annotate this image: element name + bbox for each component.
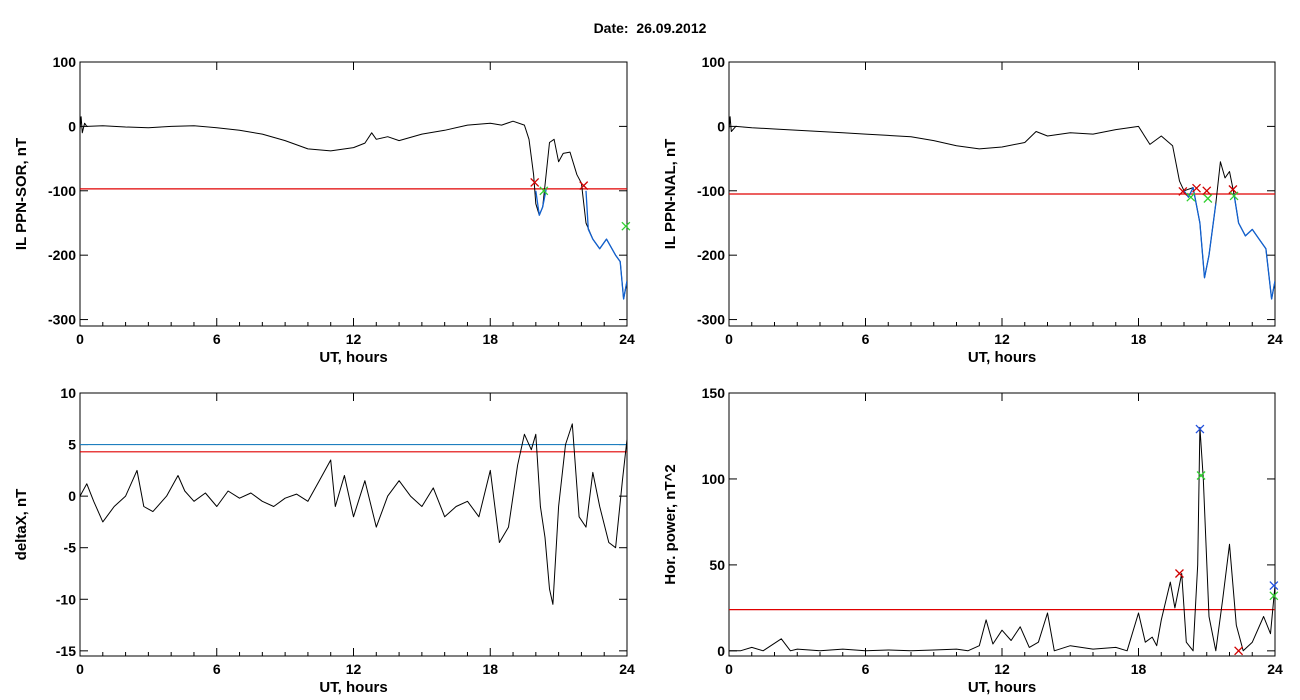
y-tick-label: 100 bbox=[702, 471, 726, 487]
x-tick-label: 6 bbox=[862, 661, 870, 677]
y-tick-label: 5 bbox=[68, 437, 76, 453]
y-tick-label: -300 bbox=[697, 312, 725, 328]
x-tick-label: 18 bbox=[1131, 331, 1147, 347]
data-trace bbox=[80, 116, 627, 300]
y-axis-label: IL PPN-NAL, nT bbox=[662, 139, 679, 250]
y-tick-label: -100 bbox=[48, 183, 76, 199]
event-marker bbox=[1234, 646, 1244, 656]
x-tick-label: 6 bbox=[862, 331, 870, 347]
event-marker bbox=[530, 177, 540, 187]
x-axis-label: UT, hours bbox=[319, 679, 387, 696]
plot-area bbox=[729, 116, 1275, 300]
event-marker bbox=[539, 186, 549, 196]
event-marker bbox=[1203, 194, 1213, 203]
y-tick-label: -10 bbox=[56, 591, 76, 607]
y-tick-label: -15 bbox=[56, 643, 76, 659]
date-title: Date: 26.09.2012 bbox=[593, 20, 707, 36]
x-tick-label: 18 bbox=[482, 661, 498, 677]
highlight-trace bbox=[1233, 193, 1275, 300]
x-tick-label: 24 bbox=[619, 661, 635, 677]
x-tick-label: 12 bbox=[346, 661, 362, 677]
data-trace bbox=[80, 423, 627, 605]
y-tick-label: 0 bbox=[717, 643, 725, 659]
event-marker bbox=[1196, 471, 1206, 480]
x-tick-label: 12 bbox=[994, 661, 1010, 677]
panel-hor-power: 0 6 12 18 24 150 100 50 0 UT, hours Hor. power, nT… bbox=[662, 385, 1283, 696]
x-tick-label: 0 bbox=[725, 331, 733, 347]
highlight-trace bbox=[1183, 186, 1217, 279]
event-marker bbox=[1269, 591, 1279, 601]
y-tick-label: -200 bbox=[697, 247, 725, 263]
y-tick-label: -200 bbox=[48, 247, 76, 263]
y-tick-label: 0 bbox=[68, 488, 76, 504]
y-axis-label: IL PPN-SOR, nT bbox=[13, 138, 30, 250]
y-axis-label: Hor. power, nT^2 bbox=[662, 464, 679, 584]
event-marker bbox=[1174, 569, 1184, 578]
event-marker bbox=[1178, 186, 1188, 196]
plot-area bbox=[80, 116, 627, 300]
y-tick-label: 0 bbox=[717, 118, 725, 134]
panel-il-sor: 0 6 12 18 24 100 0 -100 -200 -300 UT, hours IL PPN-… bbox=[13, 54, 635, 366]
plot-frame bbox=[728, 392, 1276, 657]
event-marker bbox=[1195, 424, 1205, 434]
y-tick-label: 100 bbox=[53, 54, 77, 70]
highlight-trace bbox=[535, 189, 547, 216]
x-tick-label: 6 bbox=[213, 331, 221, 347]
x-tick-label: 18 bbox=[1131, 661, 1147, 677]
event-marker bbox=[1186, 192, 1196, 202]
panel-il-nal: 0 6 12 18 24 100 0 -100 -200 -300 UT, hours IL PPN-… bbox=[662, 54, 1283, 366]
x-axis-label: UT, hours bbox=[968, 349, 1036, 366]
plot-frame bbox=[79, 392, 628, 657]
x-tick-label: 0 bbox=[76, 661, 84, 677]
y-tick-label: 150 bbox=[702, 385, 726, 401]
y-tick-label: 0 bbox=[68, 118, 76, 134]
y-tick-label: 50 bbox=[709, 557, 725, 573]
y-tick-label: -5 bbox=[64, 540, 77, 556]
panel-deltax: 0 6 12 18 24 10 5 0 -5 -10 -15 UT, hours deltaX, nT bbox=[13, 385, 635, 696]
x-tick-label: 0 bbox=[725, 661, 733, 677]
x-tick-label: 12 bbox=[346, 331, 362, 347]
y-tick-label: 10 bbox=[60, 385, 76, 401]
x-tick-label: 12 bbox=[994, 331, 1010, 347]
event-marker bbox=[1192, 183, 1201, 193]
y-axis-label: deltaX, nT bbox=[13, 489, 30, 561]
y-tick-label: -100 bbox=[697, 183, 725, 199]
highlight-trace bbox=[585, 190, 627, 300]
y-tick-label: -300 bbox=[48, 312, 76, 328]
x-tick-label: 18 bbox=[482, 331, 498, 347]
event-marker bbox=[1269, 581, 1279, 590]
event-marker bbox=[579, 181, 589, 191]
x-tick-label: 24 bbox=[619, 331, 635, 347]
y-tick-label: 100 bbox=[702, 54, 726, 70]
event-marker bbox=[621, 221, 631, 231]
data-trace bbox=[729, 116, 1275, 300]
x-axis-label: UT, hours bbox=[319, 349, 387, 366]
x-tick-label: 0 bbox=[76, 331, 84, 347]
event-marker bbox=[1202, 186, 1212, 196]
x-tick-label: 24 bbox=[1267, 661, 1283, 677]
data-trace bbox=[729, 426, 1275, 652]
x-tick-label: 24 bbox=[1267, 331, 1283, 347]
x-axis-label: UT, hours bbox=[968, 679, 1036, 696]
x-tick-label: 6 bbox=[213, 661, 221, 677]
plot-area bbox=[729, 426, 1275, 652]
plot-area bbox=[80, 423, 627, 605]
event-marker bbox=[1229, 191, 1239, 201]
